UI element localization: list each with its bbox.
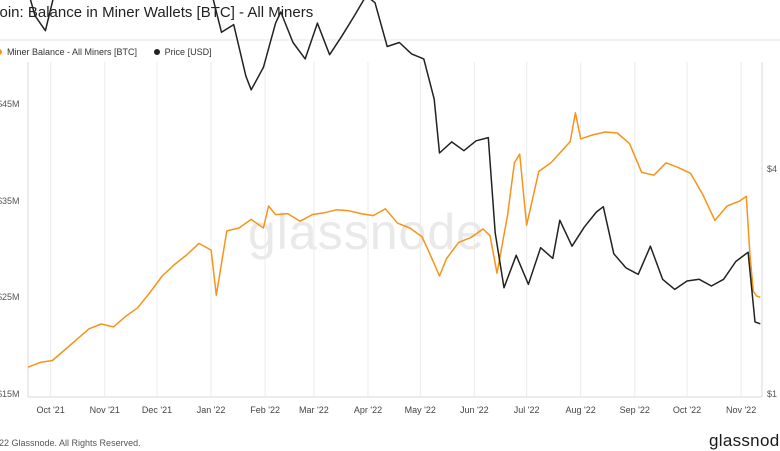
x-tick-label: Feb '22	[250, 405, 280, 415]
y-left-tick-label: $25M	[0, 292, 20, 302]
legend-label-miner-balance: Miner Balance - All Miners [BTC]	[7, 47, 138, 57]
x-tick-label: Nov '22	[725, 405, 757, 415]
legend-label-price: Price [USD]	[164, 47, 212, 57]
legend-item-miner-balance[interactable]: Miner Balance - All Miners [BTC]	[0, 47, 137, 57]
x-tick-label: May '22	[404, 405, 436, 415]
y-left-tick-label: $35M	[0, 196, 20, 206]
y-right-tick-label: $1	[767, 389, 778, 399]
x-tick-label: Apr '22	[353, 405, 383, 415]
x-tick-label: Aug '22	[565, 405, 596, 415]
y-left-tick-label: $45M	[0, 99, 20, 109]
x-tick-label: Mar '22	[299, 405, 329, 415]
x-tick-label: Jan '22	[196, 405, 226, 415]
y-right-tick-label: $4	[767, 164, 778, 174]
x-tick-label: Sep '22	[619, 405, 650, 415]
grid-lines	[50, 62, 742, 397]
x-tick-label: Jun '22	[459, 405, 489, 415]
x-tick-label: Oct '22	[672, 405, 702, 415]
series-line-price	[29, 0, 761, 325]
x-tick-label: Jul '22	[513, 405, 540, 415]
x-tick-label: Nov '21	[89, 405, 120, 415]
y-left-tick-label: $15M	[0, 389, 20, 399]
legend: Miner Balance - All Miners [BTC] Price […	[0, 47, 226, 57]
x-tick-label: Dec '21	[141, 405, 173, 415]
chart-title: coin: Balance in Miner Wallets [BTC] - A…	[0, 4, 314, 21]
x-tick-label: Oct '21	[36, 405, 65, 415]
series-lines	[27, 0, 761, 368]
legend-item-price[interactable]: Price [USD]	[153, 47, 212, 57]
legend-dot-miner-balance	[0, 49, 2, 55]
copyright-footer: 022 Glassnode. All Rights Reserved.	[0, 438, 141, 448]
legend-dot-price	[153, 49, 160, 55]
series-line-miner-balance	[27, 112, 761, 368]
plot-frame	[0, 39, 780, 398]
glassnode-logo: glassnode	[709, 431, 780, 450]
